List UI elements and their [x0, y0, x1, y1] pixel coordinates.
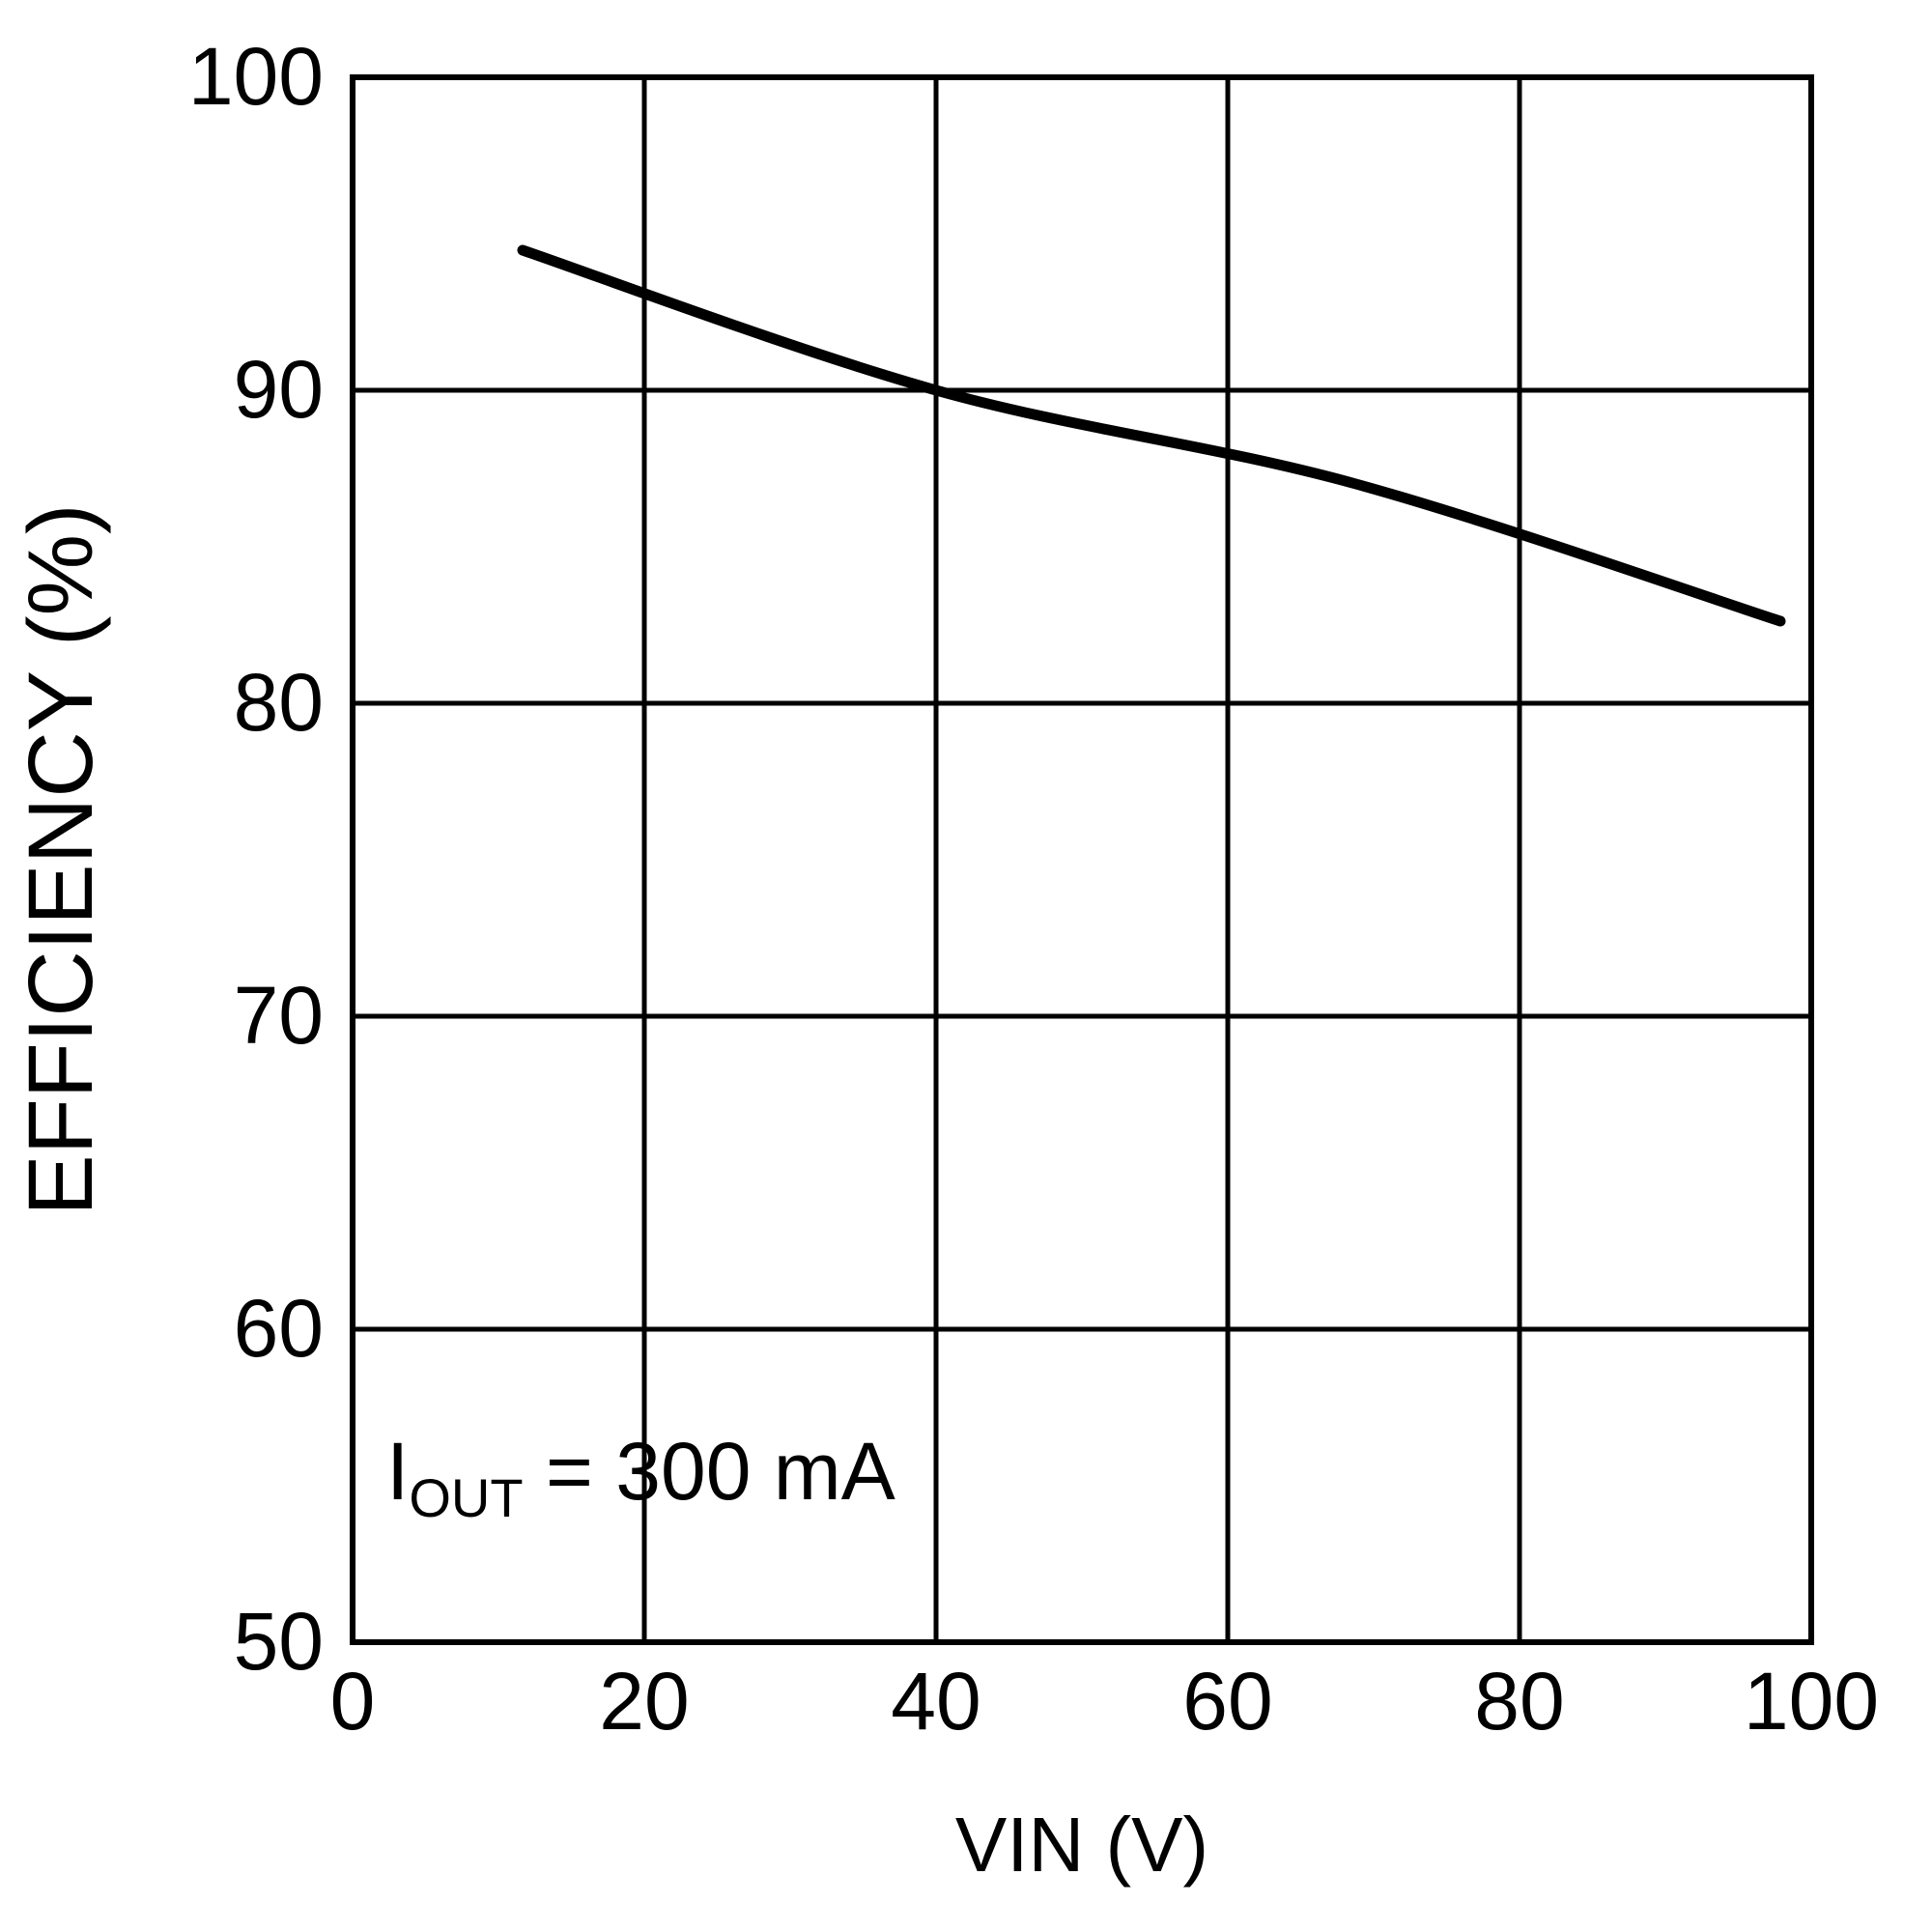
svg-text:20: 20	[599, 1656, 689, 1747]
svg-text:60: 60	[1182, 1656, 1272, 1747]
svg-text:VIN (V): VIN (V)	[955, 1802, 1208, 1888]
svg-text:IOUT = 300 mA: IOUT = 300 mA	[386, 1426, 895, 1528]
svg-text:90: 90	[234, 344, 324, 435]
svg-text:60: 60	[234, 1283, 324, 1374]
svg-text:0: 0	[330, 1656, 376, 1747]
svg-text:100: 100	[188, 31, 324, 122]
svg-text:EFFICIENCY (%): EFFICIENCY (%)	[10, 503, 112, 1215]
svg-text:80: 80	[1474, 1656, 1564, 1747]
svg-text:80: 80	[234, 657, 324, 748]
svg-text:100: 100	[1744, 1656, 1879, 1747]
svg-text:40: 40	[891, 1656, 980, 1747]
svg-text:70: 70	[234, 970, 324, 1061]
svg-text:50: 50	[234, 1596, 324, 1687]
